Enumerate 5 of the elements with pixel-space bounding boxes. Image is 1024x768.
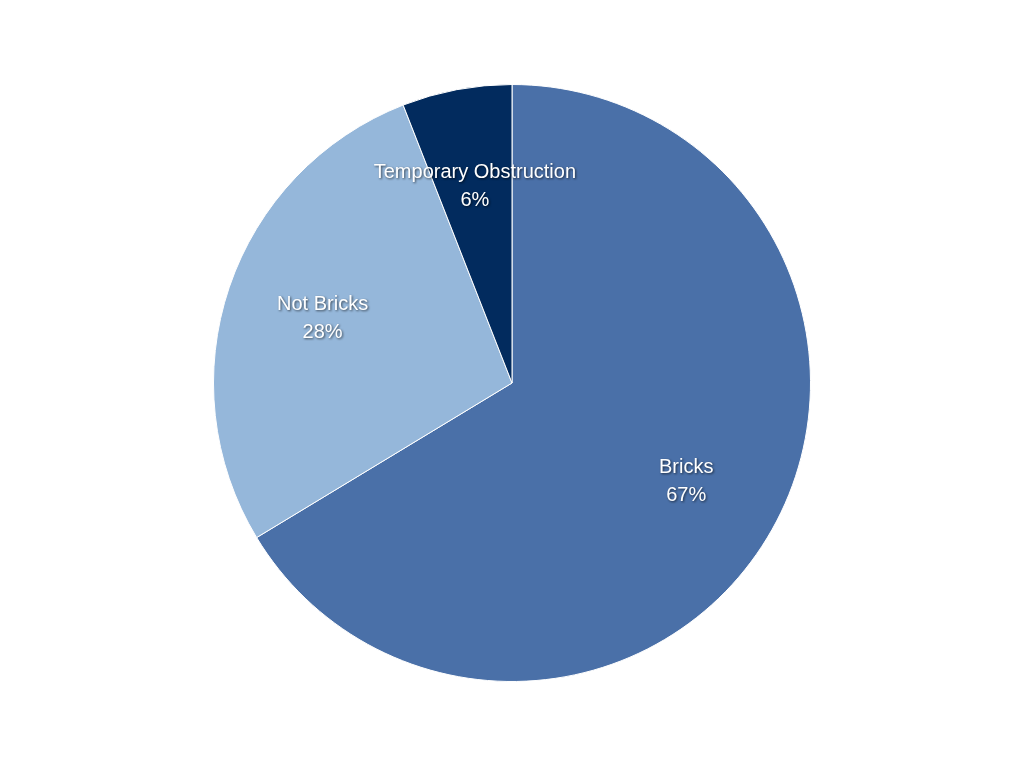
data-label: 67% [666,482,707,505]
data-label: 6% [460,187,490,210]
slice-label: Not Bricks [277,292,369,315]
data-label: 28% [302,320,343,343]
slice-label: Bricks [659,454,714,477]
